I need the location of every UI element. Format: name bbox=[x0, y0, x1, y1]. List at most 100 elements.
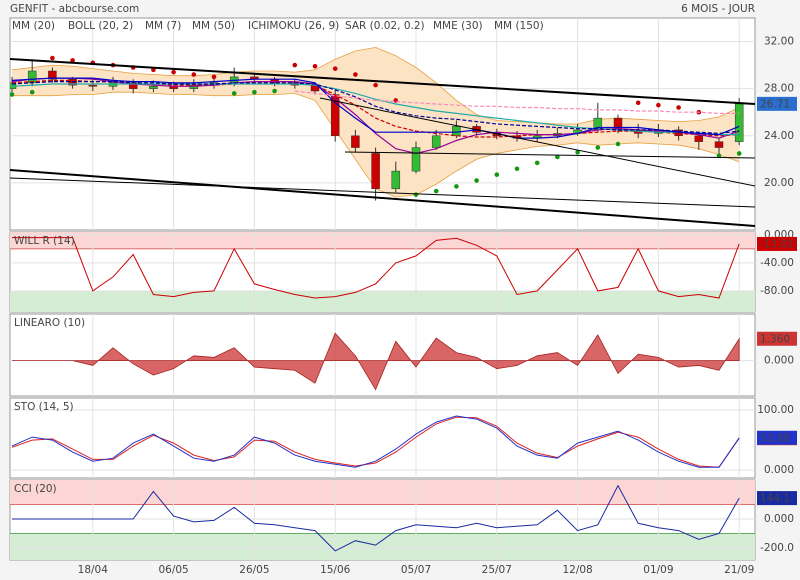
sar-dot bbox=[312, 63, 318, 69]
sar-dot bbox=[413, 192, 419, 197]
x-tick-label: 12/08 bbox=[562, 564, 592, 576]
panel-title: CCI (20) bbox=[14, 483, 57, 495]
sar-dot bbox=[555, 154, 560, 160]
candle-body bbox=[391, 170, 401, 190]
legend-entry: MME (30) bbox=[433, 20, 483, 32]
candle-body bbox=[48, 70, 57, 80]
last-value-label: 1.360 bbox=[760, 333, 790, 345]
x-tick-label: 05/07 bbox=[401, 564, 431, 576]
candle-body bbox=[411, 147, 421, 172]
header-title: GENFIT - abcbourse.com bbox=[10, 3, 139, 15]
sar-dot bbox=[191, 72, 197, 77]
y-tick-label: -40.00 bbox=[760, 257, 794, 269]
legend-entry: MM (7) bbox=[145, 20, 181, 32]
legend-entry: BOLL (20, 2) bbox=[68, 20, 133, 32]
last-value-label: 144.1 bbox=[760, 493, 790, 505]
x-tick-label: 21/09 bbox=[724, 564, 754, 576]
indicator-line bbox=[12, 237, 740, 299]
sar-dot bbox=[272, 88, 277, 94]
y-tick-label: 28.00 bbox=[764, 83, 794, 95]
candle-body bbox=[734, 103, 744, 142]
trend-line bbox=[344, 151, 755, 159]
y-tick-label: 0.000 bbox=[764, 355, 794, 367]
candle-body bbox=[452, 126, 461, 137]
legend-entry: MM (20) bbox=[12, 20, 55, 32]
candle-body bbox=[88, 84, 98, 87]
last-value-label: -13.02 bbox=[760, 238, 794, 250]
y-tick-label: -80.00 bbox=[760, 285, 794, 297]
x-tick-label: 06/05 bbox=[158, 564, 188, 576]
legend-entry: ICHIMOKU (26, 9) bbox=[248, 20, 339, 32]
sar-dot bbox=[514, 166, 520, 172]
x-tick-label: 26/05 bbox=[239, 564, 269, 576]
plot-area bbox=[10, 232, 755, 312]
panel bbox=[9, 313, 756, 397]
trend-line bbox=[10, 169, 755, 227]
overbought-zone bbox=[10, 232, 755, 249]
trend-line bbox=[10, 177, 755, 208]
sar-dot bbox=[454, 184, 459, 189]
y-tick-label: 100.00 bbox=[757, 404, 794, 416]
y-tick-label: 32.00 bbox=[764, 36, 794, 48]
sar-dot bbox=[10, 92, 15, 97]
panel bbox=[9, 397, 756, 479]
sar-dot bbox=[231, 91, 237, 96]
indicator-line bbox=[11, 77, 740, 139]
last-value-box bbox=[757, 491, 797, 506]
sar-dot bbox=[29, 89, 35, 95]
trend-line bbox=[319, 97, 755, 187]
panels: 20.00 24.00 28.00 32.00 MM (20) BOLL (20, 2) M… bbox=[9, 17, 797, 576]
indicator-line bbox=[294, 90, 740, 114]
last-value-box bbox=[757, 430, 797, 445]
plot-area bbox=[10, 398, 755, 478]
sar-dot bbox=[656, 102, 661, 108]
legend-entry: MM (150) bbox=[494, 20, 544, 32]
last-value-box bbox=[757, 236, 797, 251]
x-tick-label: 25/07 bbox=[482, 564, 512, 576]
sar-dot bbox=[70, 58, 75, 63]
sar-dot bbox=[575, 149, 580, 155]
sar-dot bbox=[50, 55, 55, 61]
panel-title: WILL R (14) bbox=[14, 235, 75, 247]
last-value-box bbox=[757, 331, 797, 346]
y-tick-label: 0.000 bbox=[764, 513, 794, 525]
sar-dot bbox=[252, 89, 257, 95]
legend-entry: SAR (0.02, 0.2) bbox=[345, 20, 425, 32]
trend-lines bbox=[10, 58, 755, 227]
sar-dot bbox=[534, 160, 540, 166]
candle-body bbox=[694, 135, 704, 142]
candle-body bbox=[149, 86, 158, 89]
indicator-line bbox=[11, 81, 740, 135]
candle-body bbox=[714, 141, 724, 148]
candle-body bbox=[371, 153, 380, 190]
indicator-area bbox=[12, 332, 740, 391]
sar-dot bbox=[494, 172, 500, 177]
sar-dot bbox=[353, 72, 358, 77]
x-tick-label: 18/04 bbox=[78, 564, 109, 576]
candle-body bbox=[351, 135, 360, 148]
oversold-zone bbox=[10, 533, 755, 560]
sar-dot bbox=[595, 145, 601, 150]
trend-line bbox=[10, 58, 755, 105]
indicator-line bbox=[11, 416, 740, 468]
sar-dot bbox=[474, 178, 479, 183]
oversold-zone bbox=[10, 290, 755, 312]
sar-dot bbox=[716, 153, 722, 159]
legend-entry: MM (50) bbox=[192, 20, 235, 32]
y-tick-label: -200.0 bbox=[760, 542, 794, 554]
y-tick-label: 0.000 bbox=[764, 464, 794, 476]
y-tick-label: 24.00 bbox=[764, 130, 794, 142]
plot-area bbox=[10, 18, 755, 230]
sar-dot bbox=[635, 100, 641, 106]
sar-dot bbox=[211, 74, 217, 80]
sar-dot bbox=[433, 188, 439, 194]
sar-dot bbox=[373, 82, 378, 88]
sar-dot bbox=[171, 69, 176, 75]
last-value-box bbox=[757, 96, 797, 111]
last-value-label: 26.71 bbox=[760, 98, 790, 110]
indicator-line bbox=[12, 484, 740, 552]
candle-body bbox=[431, 135, 441, 148]
y-tick-label: 20.00 bbox=[764, 177, 794, 189]
